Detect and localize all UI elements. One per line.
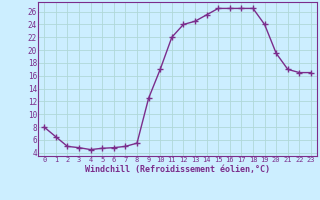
X-axis label: Windchill (Refroidissement éolien,°C): Windchill (Refroidissement éolien,°C) — [85, 165, 270, 174]
